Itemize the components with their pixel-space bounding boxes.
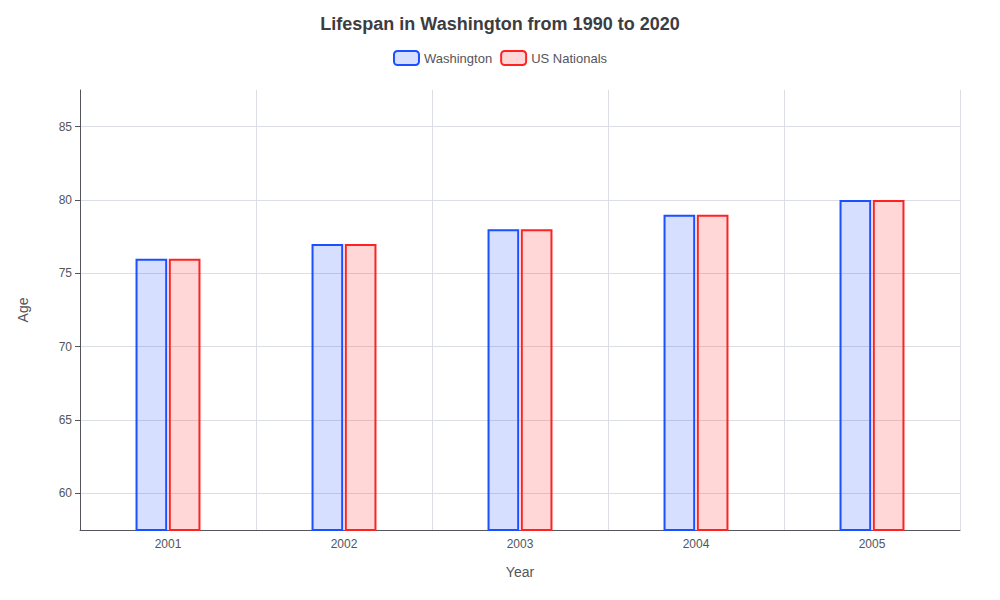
svg-text:2005: 2005 bbox=[859, 537, 886, 551]
svg-text:60: 60 bbox=[59, 486, 73, 500]
svg-text:2003: 2003 bbox=[507, 537, 534, 551]
svg-text:2004: 2004 bbox=[683, 537, 710, 551]
svg-text:Lifespan in Washington from 19: Lifespan in Washington from 1990 to 2020 bbox=[320, 14, 679, 34]
svg-text:2001: 2001 bbox=[155, 537, 182, 551]
svg-text:Age: Age bbox=[15, 297, 31, 322]
svg-text:2002: 2002 bbox=[331, 537, 358, 551]
svg-text:70: 70 bbox=[59, 340, 73, 354]
svg-text:75: 75 bbox=[59, 266, 73, 280]
svg-text:85: 85 bbox=[59, 120, 73, 134]
svg-text:Washington: Washington bbox=[424, 51, 492, 66]
svg-text:US Nationals: US Nationals bbox=[531, 51, 607, 66]
svg-text:65: 65 bbox=[59, 413, 73, 427]
svg-text:80: 80 bbox=[59, 193, 73, 207]
svg-text:Year: Year bbox=[506, 564, 535, 580]
